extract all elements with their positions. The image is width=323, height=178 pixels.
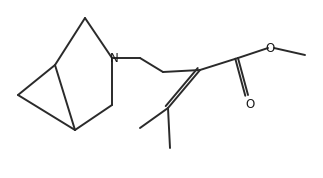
Text: N: N (109, 51, 118, 64)
Text: O: O (245, 98, 255, 111)
Text: O: O (266, 41, 275, 54)
